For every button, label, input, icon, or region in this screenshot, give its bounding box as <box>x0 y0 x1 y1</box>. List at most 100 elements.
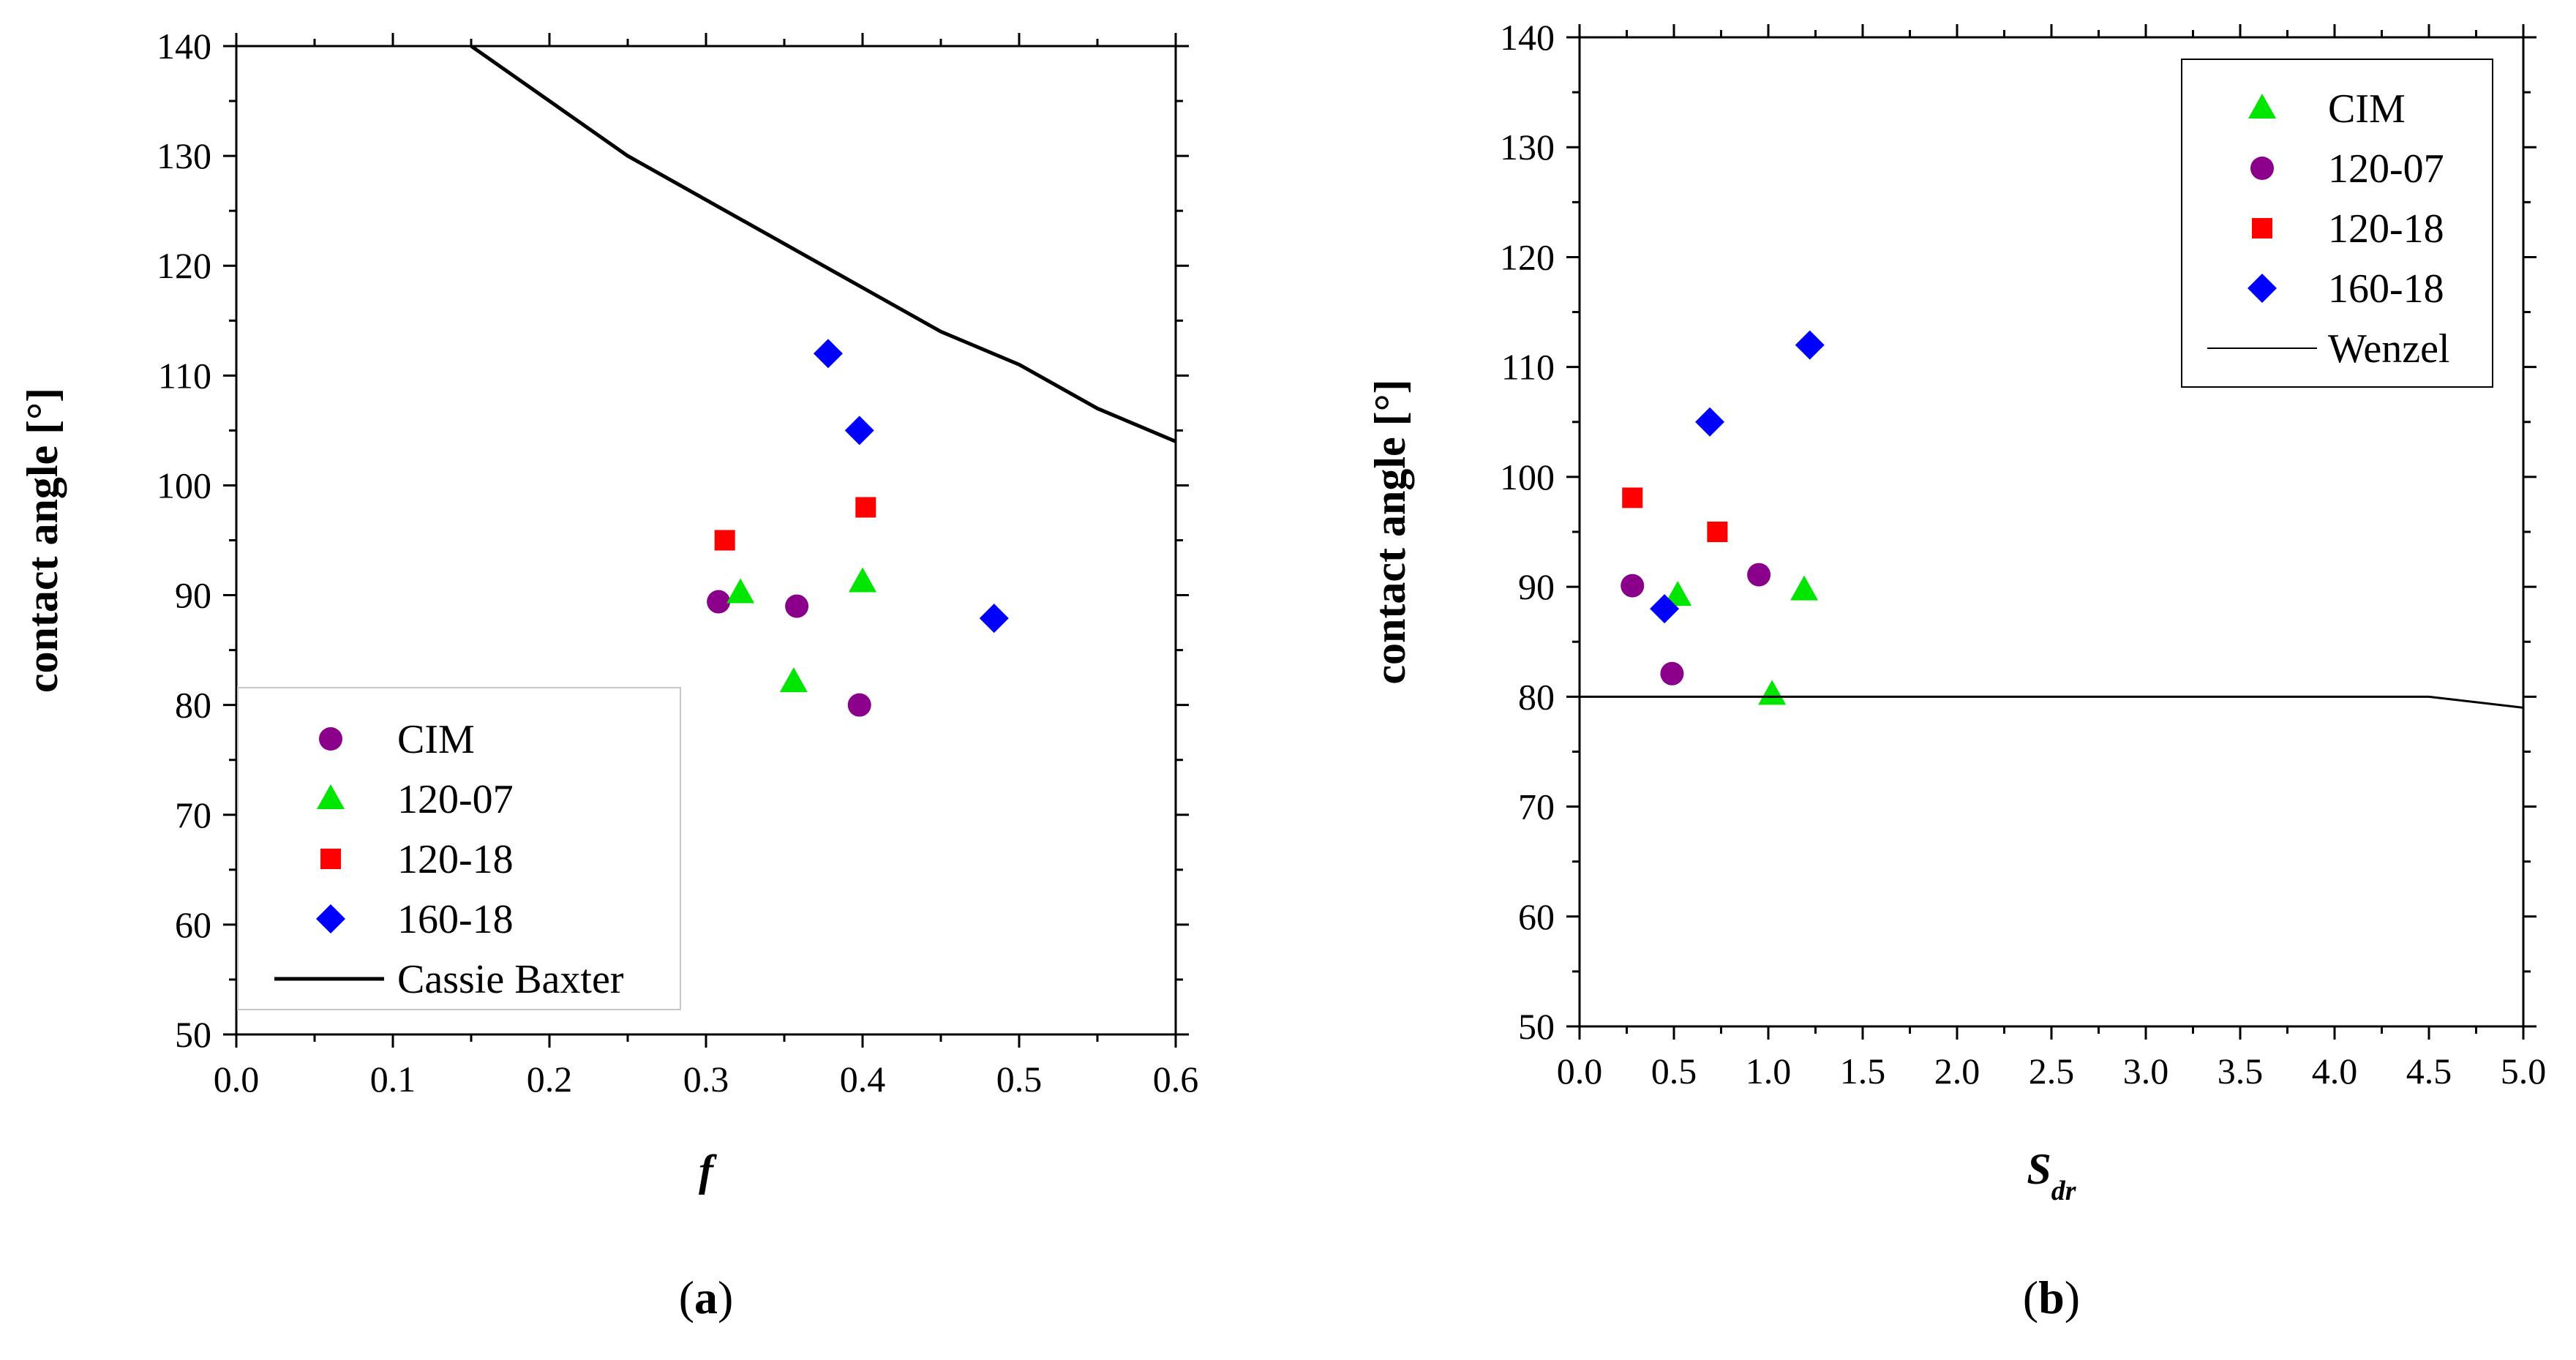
x-tick-label: 0.5 <box>996 1059 1043 1100</box>
panel-label-letter: a <box>694 1271 718 1323</box>
series-cassie-baxter <box>470 46 1176 443</box>
data-point <box>1695 407 1725 437</box>
legend-label: 160-18 <box>2328 266 2444 312</box>
data-point <box>1660 661 1684 685</box>
x-tick-label: 3.5 <box>2218 1051 2264 1092</box>
legend-marker <box>2248 274 2277 303</box>
data-point <box>849 567 876 593</box>
x-axis-title: f <box>699 1146 717 1195</box>
legend-label: 120-07 <box>2328 146 2444 192</box>
legend-marker <box>320 849 341 869</box>
y-tick-label: 60 <box>1518 896 1555 937</box>
legend-label: CIM <box>2328 86 2406 132</box>
x-tick-label: 1.5 <box>1840 1051 1886 1092</box>
x-tick-label: 0.4 <box>840 1059 886 1100</box>
legend-label: 120-18 <box>397 837 514 882</box>
series-120-07 <box>1621 563 1771 685</box>
legend-marker <box>319 727 342 751</box>
series-wenzel <box>1580 695 2523 709</box>
panel-label-letter: b <box>2038 1271 2065 1323</box>
legend-label: CIM <box>397 717 475 762</box>
series-cim <box>707 590 871 717</box>
data-point <box>1790 575 1819 601</box>
panel-label-close: ) <box>2065 1271 2080 1323</box>
legend-marker <box>317 784 345 809</box>
data-point <box>1622 487 1643 508</box>
y-tick-label: 90 <box>1518 566 1555 607</box>
x-tick-label: 0.5 <box>1651 1051 1697 1092</box>
data-point <box>726 578 755 604</box>
x-tick-label: 3.0 <box>2123 1051 2169 1092</box>
x-tick-label: 4.5 <box>2406 1051 2452 1092</box>
y-tick-label: 70 <box>1518 786 1555 827</box>
data-point <box>979 604 1009 634</box>
series-160-18 <box>1650 330 1825 624</box>
y-tick-label: 60 <box>175 904 211 945</box>
y-axis-title: contact angle [°] <box>1366 379 1414 684</box>
data-point <box>707 590 731 614</box>
y-tick-label: 100 <box>157 465 211 506</box>
series-120-18 <box>714 497 876 551</box>
y-tick-label: 100 <box>1500 457 1555 497</box>
legend-label: Cassie Baxter <box>397 957 624 1002</box>
x-tick-label: 2.0 <box>1934 1051 1980 1092</box>
y-tick-label: 50 <box>175 1014 211 1055</box>
y-tick-label: 80 <box>1518 676 1555 717</box>
legend-marker <box>2252 218 2272 238</box>
legend-marker <box>2248 94 2276 119</box>
y-tick-label: 70 <box>175 794 211 835</box>
data-point <box>844 416 874 446</box>
data-point <box>1621 574 1645 598</box>
y-tick-label: 120 <box>157 245 211 286</box>
y-tick-label: 90 <box>175 575 211 616</box>
legend-label: 120-07 <box>397 777 514 822</box>
panel-label: (a) <box>679 1271 734 1323</box>
y-tick-label: 80 <box>175 685 211 726</box>
legend-marker <box>316 904 345 933</box>
chart-panel-a: 0.0 0.1 0.2 0.3 0.4 0.5 0.6 50 60 70 80 90 100 110 120… <box>18 26 1198 1323</box>
panel-label-close: ) <box>718 1271 733 1323</box>
x-tick-label: 4.0 <box>2312 1051 2358 1092</box>
x-tick-label: 0.3 <box>683 1059 729 1100</box>
data-point <box>1664 581 1692 606</box>
legend-marker <box>2250 157 2274 180</box>
x-tick-label: 0.0 <box>214 1059 260 1100</box>
data-point <box>1758 680 1787 705</box>
panel-label-open: ( <box>679 1271 694 1323</box>
chart-panel-b: 0.0 0.5 1.0 1.5 2.0 2.5 3.0 3.5 4.0 4.5 5.0 50 60 70 8… <box>1366 17 2546 1323</box>
x-tick-label: 1.0 <box>1746 1051 1792 1092</box>
series-cim <box>1664 575 1819 705</box>
x-axis-title-main: f <box>699 1146 717 1195</box>
x-axis-title-subscript: dr <box>2051 1176 2077 1206</box>
y-tick-label: 140 <box>157 26 211 67</box>
y-tick-label: 130 <box>1500 127 1555 168</box>
series-120-07 <box>726 567 876 693</box>
legend-label: 160-18 <box>397 897 514 942</box>
y-axis-title: contact angle [°] <box>18 388 67 693</box>
x-axis-title: Sdr <box>2027 1145 2076 1206</box>
x-tick-label: 2.5 <box>2029 1051 2075 1092</box>
data-point <box>1795 330 1825 360</box>
series-160-18 <box>813 339 1009 634</box>
series-line <box>470 46 1176 443</box>
y-tick-label: 110 <box>158 355 211 396</box>
x-axis-title-main: S <box>2027 1145 2051 1193</box>
data-point <box>847 693 871 717</box>
data-point <box>1747 563 1771 587</box>
x-tick-label: 5.0 <box>2501 1051 2547 1092</box>
y-tick-label: 120 <box>1500 236 1555 277</box>
data-point <box>1650 594 1680 624</box>
series-120-18 <box>1622 487 1728 542</box>
data-point <box>714 530 735 551</box>
data-point <box>813 339 843 369</box>
series-line <box>1580 695 2523 709</box>
x-tick-label: 0.6 <box>1153 1059 1199 1100</box>
legend-box <box>237 687 681 1010</box>
y-tick-label: 50 <box>1518 1006 1555 1047</box>
data-point <box>1707 522 1728 542</box>
data-point <box>855 497 876 518</box>
legend-label: Wenzel <box>2328 326 2450 372</box>
data-point <box>785 594 809 618</box>
x-tick-label: 0.0 <box>1557 1051 1603 1092</box>
